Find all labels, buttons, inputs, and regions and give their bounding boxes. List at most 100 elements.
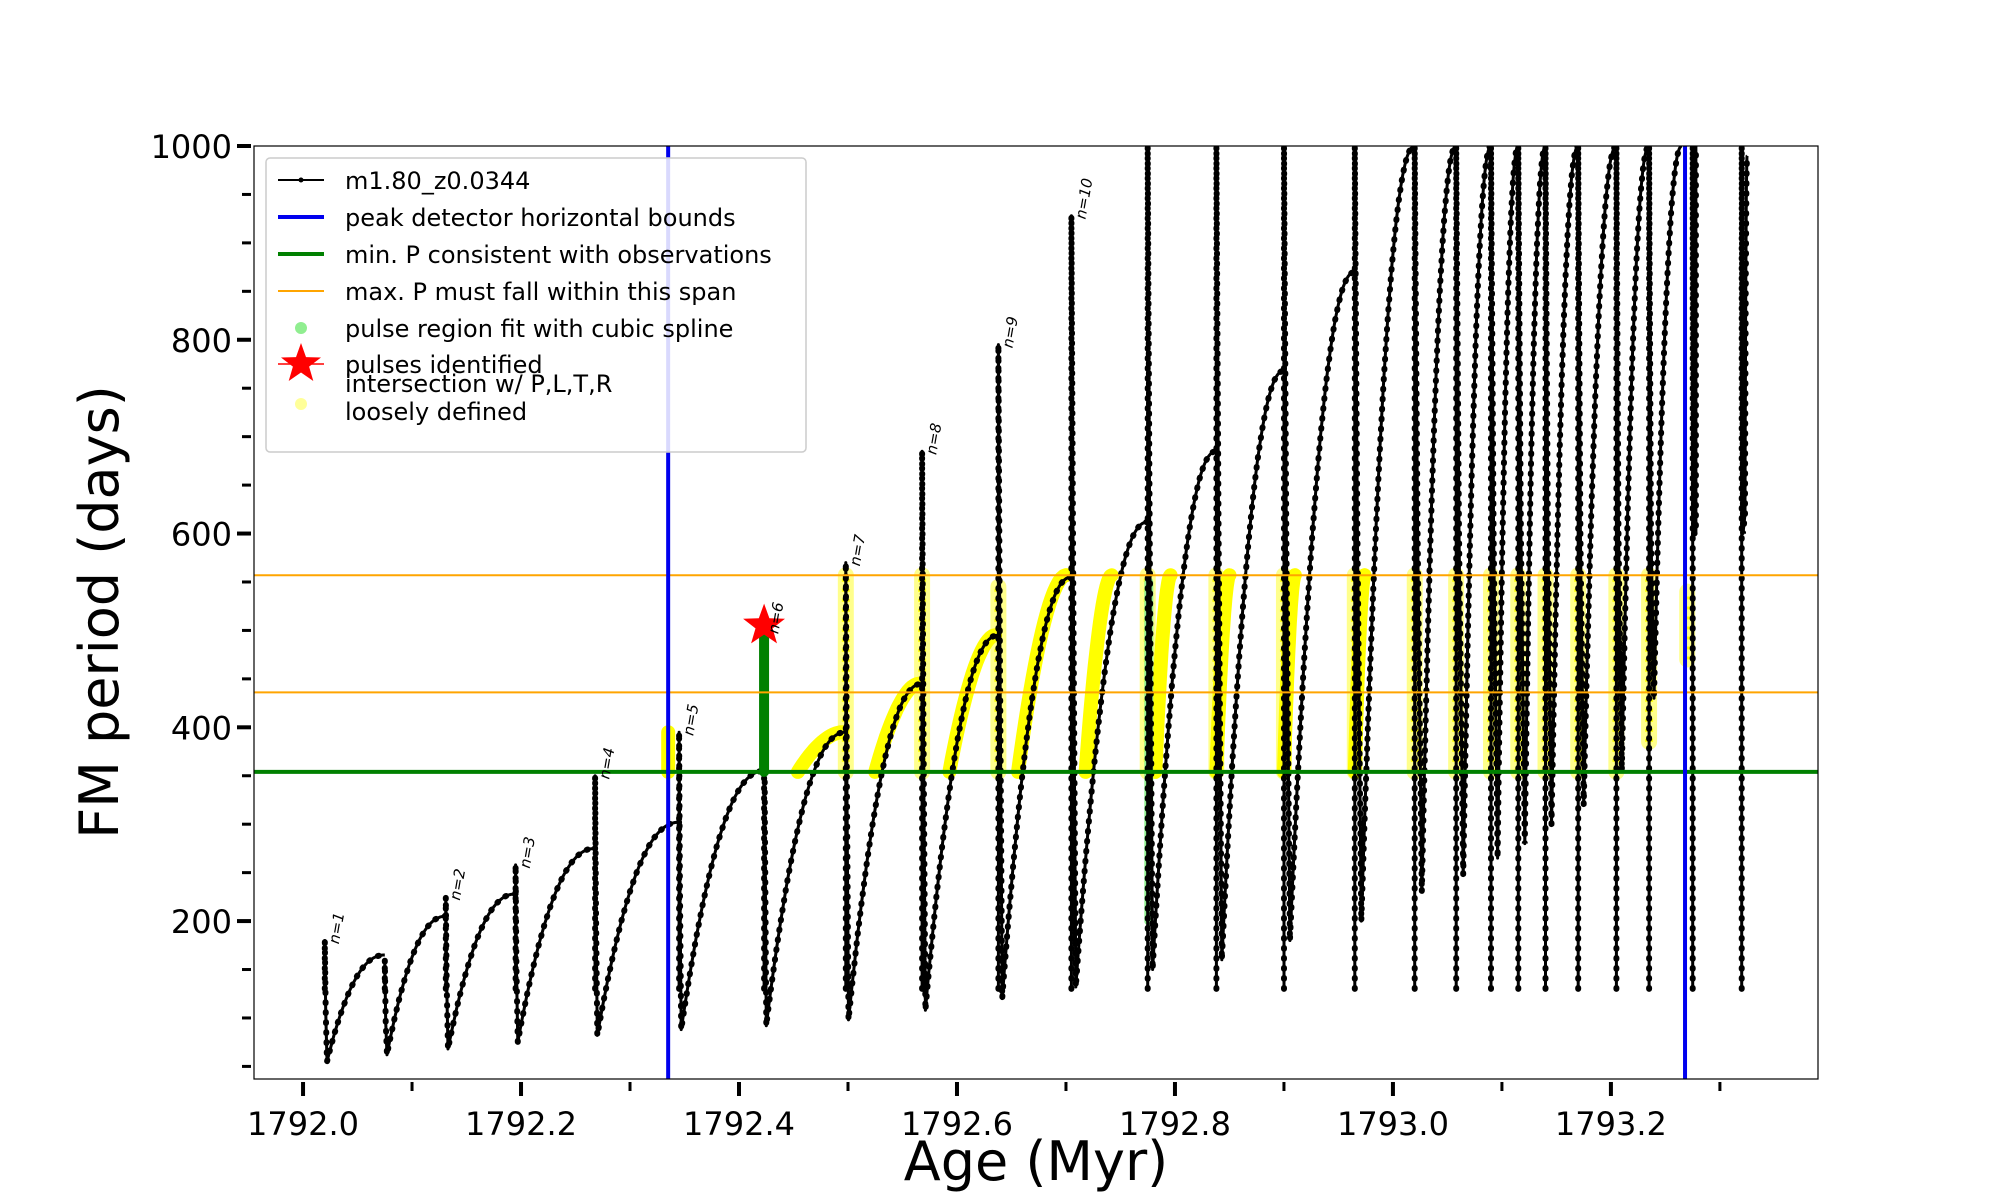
model-pulse-10 bbox=[996, 343, 1072, 1001]
model-pulse-19 bbox=[1516, 146, 1547, 989]
pulse-annotation-7: n=7 bbox=[846, 533, 869, 568]
pulse-annotation-10: n=10 bbox=[1072, 177, 1097, 221]
pulse-annotation-9: n=9 bbox=[999, 315, 1022, 349]
legend-label-line: peak detector horizontal bounds bbox=[345, 204, 736, 232]
y-axis-label: FM period (days) bbox=[68, 385, 131, 839]
legend-label-line: m1.80_z0.0344 bbox=[345, 167, 530, 195]
x-tick-label: 1792.6 bbox=[901, 1105, 1013, 1143]
model-markers-23 bbox=[1646, 146, 1685, 992]
model-markers-3 bbox=[442, 891, 519, 1050]
intersection-segment-4 bbox=[1011, 568, 1073, 779]
model-pulse-2 bbox=[383, 914, 446, 1057]
y-tick-label: 400 bbox=[171, 709, 232, 747]
x-tick-label: 1793.0 bbox=[1337, 1105, 1449, 1143]
model-markers-11 bbox=[1068, 215, 1151, 992]
model-markers-10 bbox=[995, 344, 1075, 999]
pulse-annotation-3: n=3 bbox=[516, 835, 539, 869]
model-markers-5 bbox=[592, 775, 683, 1036]
x-tick-label: 1792.0 bbox=[247, 1105, 359, 1143]
pulse-identified-star-0 bbox=[743, 603, 785, 644]
model-markers-7 bbox=[761, 630, 849, 1027]
legend-entry-3: min. P consistent with observations bbox=[278, 241, 772, 269]
legend-label: intersection w/ P,L,T,R loosely defined bbox=[345, 370, 612, 426]
model-markers-25 bbox=[1738, 146, 1751, 992]
legend-label: m1.80_z0.0344 bbox=[345, 167, 530, 195]
legend-label-line: pulses identified bbox=[345, 351, 543, 379]
model-pulse-21 bbox=[1576, 146, 1618, 989]
model-pulse-15 bbox=[1353, 146, 1415, 989]
intersection-segment-6 bbox=[1148, 568, 1178, 779]
pulse-annotation-5: n=5 bbox=[679, 703, 702, 737]
pulse-annotation-4: n=4 bbox=[595, 746, 618, 780]
model-markers-17 bbox=[1453, 146, 1494, 992]
model-markers-14 bbox=[1281, 146, 1358, 992]
legend-entry-1: m1.80_z0.0344 bbox=[278, 167, 530, 195]
legend-entry-7: intersection w/ P,L,T,R loosely defined bbox=[295, 370, 612, 426]
model-pulse-4 bbox=[514, 846, 596, 1044]
legend-label: peak detector horizontal bounds bbox=[345, 204, 736, 232]
pulse-annotation-6: n=6 bbox=[764, 601, 787, 635]
model-markers-8 bbox=[842, 562, 926, 1021]
legend-swatch-marker bbox=[298, 177, 304, 183]
y-tick-label: 800 bbox=[171, 322, 232, 360]
legend-label-line: pulse region fit with cubic spline bbox=[345, 315, 733, 343]
y-tick-label: 600 bbox=[171, 516, 232, 554]
legend-label: pulse region fit with cubic spline bbox=[345, 315, 733, 343]
legend-swatch-dot bbox=[295, 398, 307, 410]
y-tick-label: 1000 bbox=[151, 128, 232, 166]
x-tick-label: 1792.2 bbox=[465, 1105, 577, 1143]
legend-box bbox=[265, 157, 807, 453]
model-markers-22 bbox=[1613, 146, 1653, 992]
pulse-annotation-1: n=1 bbox=[325, 911, 348, 945]
model-markers-12 bbox=[1144, 146, 1220, 992]
legend-label: pulses identified bbox=[345, 351, 543, 379]
model-markers-9 bbox=[919, 451, 1002, 1011]
x-tick-label: 1793.2 bbox=[1555, 1105, 1667, 1143]
axes: 1792.0 1792.2 1792.4 1792.6 1792.8 1793.0 1793… bbox=[151, 128, 1722, 1143]
model-markers-24 bbox=[1689, 146, 1699, 992]
model-markers-6 bbox=[676, 732, 768, 1031]
legend-label-line: loosely defined bbox=[345, 398, 527, 426]
y-tick-label: 200 bbox=[171, 903, 232, 941]
legend-entry-5: pulse region fit with cubic spline bbox=[295, 315, 733, 343]
model-markers-13 bbox=[1213, 146, 1287, 992]
intersection-segment-1 bbox=[790, 725, 850, 779]
legend-swatch-dot bbox=[295, 322, 307, 334]
x-tick-label: 1792.8 bbox=[1119, 1105, 1231, 1143]
model-pulse-18 bbox=[1489, 146, 1520, 989]
model-markers-2 bbox=[381, 913, 449, 1056]
x-tick-label: 1792.4 bbox=[683, 1105, 795, 1143]
x-axis-label: Age (Myr) bbox=[904, 1130, 1169, 1193]
model-pulse-13 bbox=[1214, 146, 1285, 989]
legend-label: max. P must fall within this span bbox=[345, 278, 736, 306]
model-markers-18 bbox=[1488, 146, 1522, 992]
legend-swatch-star bbox=[281, 343, 321, 381]
model-markers-4 bbox=[512, 845, 599, 1043]
legend-entry-2: peak detector horizontal bounds bbox=[278, 204, 736, 232]
model-markers-19 bbox=[1515, 146, 1549, 992]
intersection-segment-2 bbox=[868, 676, 926, 779]
pulse-annotation-2: n=2 bbox=[446, 867, 469, 901]
pulse-annotation-8: n=8 bbox=[922, 422, 945, 456]
model-pulse-14 bbox=[1282, 146, 1355, 989]
legend-label: min. P consistent with observations bbox=[345, 241, 772, 269]
model-markers-15 bbox=[1351, 146, 1418, 992]
plot-area: n=1 n=2 n=3 n=4 n=5 n=6 n=7 n=8 n=9 n=10 bbox=[254, 146, 1818, 1079]
legend-entry-4: max. P must fall within this span bbox=[278, 278, 736, 306]
model-markers-1 bbox=[321, 940, 388, 1063]
model-markers-20 bbox=[1542, 146, 1582, 992]
legend-label-line: intersection w/ P,L,T,R bbox=[345, 370, 612, 398]
intersection-segment-5 bbox=[1078, 568, 1119, 779]
model-markers-16 bbox=[1411, 146, 1460, 992]
legend-label-line: min. P consistent with observations bbox=[345, 241, 772, 269]
model-pulse-7 bbox=[762, 628, 846, 1028]
model-pulse-3 bbox=[444, 892, 516, 1051]
plot-frame bbox=[253, 145, 1819, 1080]
model-markers-21 bbox=[1575, 146, 1620, 992]
model-pulse-20 bbox=[1544, 146, 1580, 989]
legend-entry-6: pulses identified bbox=[278, 343, 543, 381]
model-pulse-22 bbox=[1614, 146, 1650, 989]
